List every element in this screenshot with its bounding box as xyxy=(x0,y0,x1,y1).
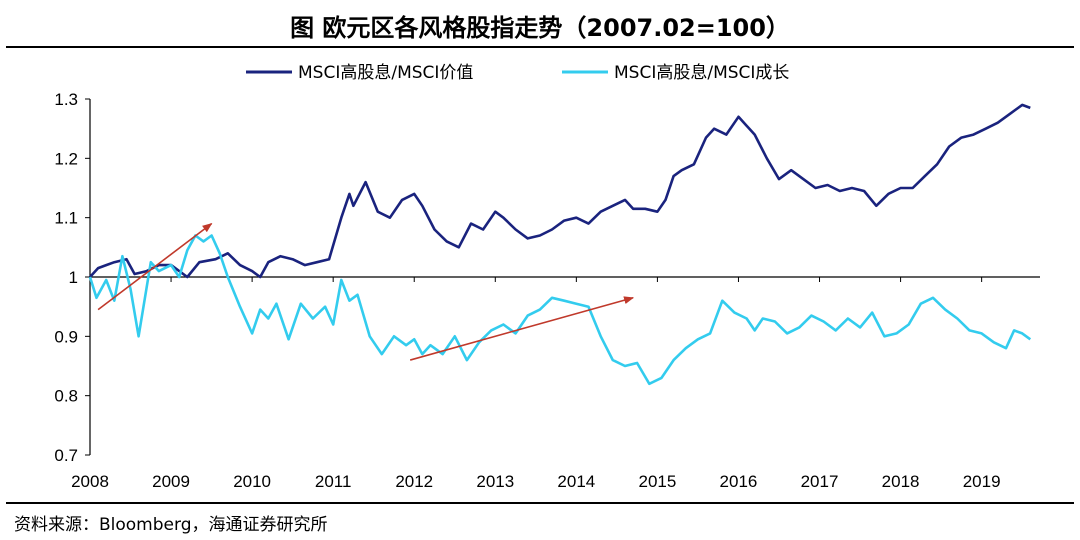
x-tick-label: 2019 xyxy=(963,472,1001,491)
trend-arrow-1 xyxy=(97,222,213,311)
y-tick-label: 1.3 xyxy=(54,90,78,109)
y-tick-label: 0.9 xyxy=(54,327,78,346)
series-line-2 xyxy=(88,234,1032,386)
legend-label-1: MSCI高股息/MSCI价值 xyxy=(298,63,473,83)
x-tick-label: 2013 xyxy=(476,472,514,491)
x-tick-label: 2008 xyxy=(71,472,109,491)
x-tick-label: 2016 xyxy=(720,472,758,491)
y-tick-label: 1.2 xyxy=(54,149,78,168)
chart-annotations xyxy=(97,222,635,361)
source-note: 资料来源：Bloomberg，海通证券研究所 xyxy=(14,515,328,535)
title-divider xyxy=(6,46,1074,48)
series-line-1 xyxy=(89,103,1031,279)
trend-arrow-2 xyxy=(409,296,635,361)
x-tick-label: 2010 xyxy=(233,472,271,491)
legend-label-2: MSCI高股息/MSCI成长 xyxy=(614,63,789,83)
x-tick-label: 2012 xyxy=(395,472,433,491)
y-tick-label: 0.7 xyxy=(54,446,78,465)
x-tick-label: 2018 xyxy=(882,472,920,491)
footer-divider xyxy=(6,502,1074,504)
y-tick-label: 1 xyxy=(69,268,78,287)
x-tick-label: 2009 xyxy=(152,472,190,491)
chart-axes: 0.7 0.8 0.9 1 1.1 1.2 1.3 2008 2009 2010 2011 2012 2… xyxy=(54,90,1040,491)
x-tick-label: 2015 xyxy=(638,472,676,491)
chart-legend: MSCI高股息/MSCI价值 MSCI高股息/MSCI成长 xyxy=(246,63,789,83)
chart-series xyxy=(88,103,1032,386)
x-tick-label: 2017 xyxy=(801,472,839,491)
chart-title: 图 欧元区各风格股指走势（2007.02=100） xyxy=(290,14,790,42)
y-tick-label: 1.1 xyxy=(54,209,78,228)
y-tick-label: 0.8 xyxy=(54,387,78,406)
x-tick-label: 2011 xyxy=(315,472,352,491)
x-tick-label: 2014 xyxy=(557,472,595,491)
